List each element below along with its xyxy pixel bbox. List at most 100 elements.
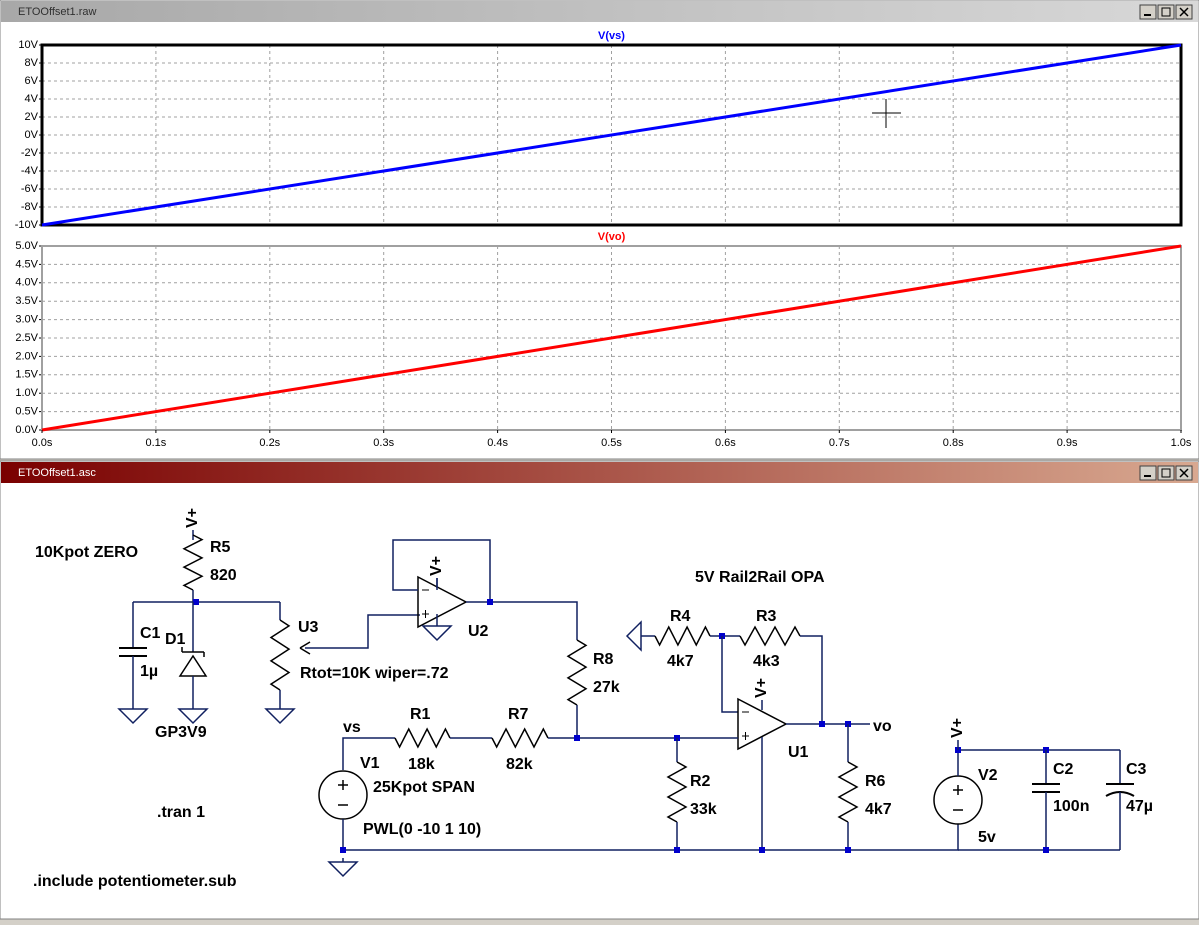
component-ref: R3 [756, 608, 777, 625]
x-tick-label: 0.5s [601, 437, 622, 449]
zener [178, 647, 208, 677]
y-tick-label: 1.0V [15, 387, 38, 399]
junction [845, 847, 851, 853]
maximize-button[interactable] [1157, 4, 1175, 20]
component-ref: U3 [298, 619, 319, 636]
component-value: 18k [408, 756, 435, 773]
annotation: 10Kpot ZERO [35, 544, 138, 561]
junction [759, 847, 765, 853]
pane-frame [40, 43, 1183, 227]
y-tick-label: 8V [25, 57, 39, 69]
maximize-button[interactable] [1157, 465, 1175, 481]
y-tick-label: -6V [21, 183, 39, 195]
component-ref: V2 [978, 767, 998, 784]
schematic-window [0, 460, 1199, 920]
component-value: 820 [210, 567, 237, 584]
component-value: Rtot=10K wiper=.72 [300, 665, 449, 682]
x-tick-label: 0.3s [373, 437, 394, 449]
y-tick-label: 3.0V [15, 314, 38, 326]
window-title: ETOOffset1.asc [18, 467, 96, 479]
component-ref: R6 [865, 773, 886, 790]
y-tick-label: 3.5V [15, 295, 38, 307]
wire [800, 635, 823, 724]
resistor [491, 727, 549, 749]
resistor [739, 625, 801, 647]
trace [41, 43, 1182, 227]
resistor [394, 727, 451, 749]
title-bar [1, 1, 1198, 22]
trace [41, 244, 1182, 432]
ground [264, 708, 296, 725]
component-value: 47µ [1126, 798, 1153, 815]
component-value: PWL(0 -10 1 10) [363, 821, 481, 838]
minimize-button[interactable] [1139, 4, 1157, 20]
component-ref: C1 [140, 625, 161, 642]
y-tick-label: 4.0V [15, 277, 38, 289]
component-ref: U2 [468, 623, 489, 640]
wire [305, 614, 420, 649]
x-tick-label: 0.6s [715, 437, 736, 449]
minimize-button[interactable] [1139, 465, 1157, 481]
component-ref: C2 [1053, 761, 1074, 778]
pane-title: V(vo) [598, 231, 626, 243]
waveform-plot: V(vs) -10V -8V -6V -4V -2V 0V 2V 4V 6V 8V 10V V(vo) 0… [15, 30, 1192, 449]
component-value: 100n [1053, 798, 1089, 815]
x-tick-label: 0.7s [829, 437, 850, 449]
x-tick-label: 0.1s [146, 437, 167, 449]
window-title: ETOOffset1.raw [18, 6, 97, 18]
component-ref: R5 [210, 539, 231, 556]
x-tick-label: 0.2s [259, 437, 280, 449]
opamp-pins [742, 711, 749, 740]
supply-label: V+ [428, 556, 445, 576]
wire [342, 737, 395, 770]
y-tick-label: 10V [18, 39, 38, 51]
y-tick-label: 2.5V [15, 332, 38, 344]
source-sign [338, 780, 348, 806]
y-tick-label: 0.5V [15, 406, 38, 418]
component-value: 1µ [140, 663, 158, 680]
annotation: 25Kpot SPAN [373, 779, 475, 796]
y-tick-label: 0.0V [15, 424, 38, 436]
ground [327, 861, 359, 878]
y-tick-label: 1.5V [15, 369, 38, 381]
junction [674, 847, 680, 853]
resistor [566, 639, 588, 706]
waveform-window [0, 0, 1199, 460]
y-tick-label: 5.0V [15, 240, 38, 252]
component-ref: R4 [670, 608, 691, 625]
resistor [666, 761, 688, 823]
y-tick-label: 2V [25, 111, 39, 123]
icon [1161, 468, 1171, 478]
component-value: 82k [506, 756, 533, 773]
component-ref: V1 [360, 755, 380, 772]
source-sign [953, 785, 963, 811]
y-tick-label: -4V [21, 165, 39, 177]
junction [193, 599, 199, 605]
cursor [872, 99, 901, 128]
icon [1179, 7, 1189, 17]
resistor [837, 761, 859, 823]
window-buttons [1139, 4, 1193, 481]
opamp-pins [422, 589, 429, 618]
opamp [417, 575, 468, 629]
component-value: 4k7 [865, 801, 892, 818]
junction [487, 599, 493, 605]
supply-label: V+ [753, 678, 770, 698]
y-tick-label: -8V [21, 201, 39, 213]
wire [466, 601, 578, 640]
y-tick-label: 2.0V [15, 350, 38, 362]
wiper-arrow [299, 641, 311, 655]
component-value: 33k [690, 801, 717, 818]
x-tick-label: 1.0s [1171, 437, 1192, 449]
supply-label: V+ [184, 508, 201, 528]
component-ref: R7 [508, 706, 529, 723]
component-value: 5v [978, 829, 996, 846]
x-tick-label: 0.9s [1057, 437, 1078, 449]
icon [1179, 468, 1189, 478]
component-value: 4k7 [667, 653, 694, 670]
y-tick-label: 0V [25, 129, 39, 141]
component-ref: U1 [788, 744, 809, 761]
component-ref: R8 [593, 651, 614, 668]
